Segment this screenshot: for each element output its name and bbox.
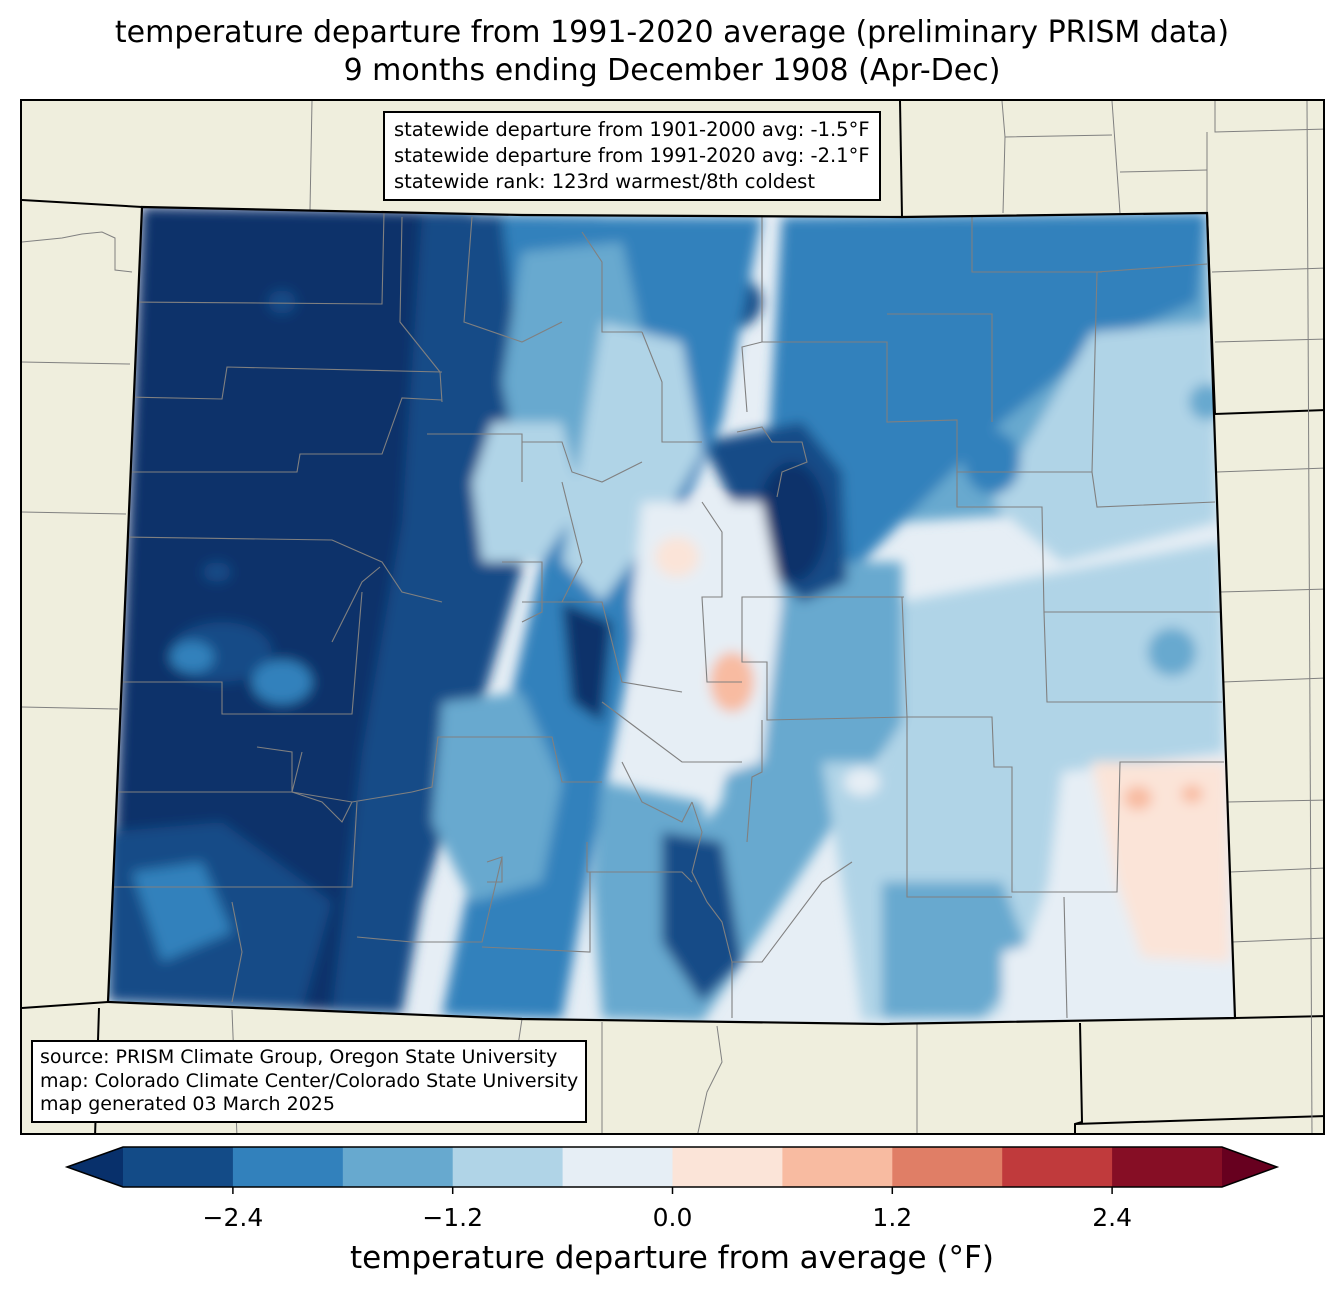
county-lines: [112, 211, 1224, 1019]
colorbar-swatch: [562, 1147, 673, 1187]
colorbar-extend-high: [1222, 1147, 1277, 1187]
colorbar-tick-label: −2.4: [202, 1203, 264, 1232]
stats-departure-1901-2000: statewide departure from 1901-2000 avg: …: [394, 118, 870, 141]
temperature-field: [108, 207, 1235, 1024]
colorbar-extend-low: [67, 1147, 123, 1187]
colorbar-swatch: [232, 1147, 344, 1187]
colorbar-tick-label: −1.2: [422, 1203, 484, 1232]
colorbar-tick-label: 1.2: [872, 1203, 913, 1232]
colorbar-swatch: [1112, 1147, 1223, 1187]
colorbar-swatch: [452, 1147, 564, 1187]
statewide-stats-box: statewide departure from 1901-2000 avg: …: [383, 111, 881, 201]
colorbar-swatch: [782, 1147, 893, 1187]
colorado-state-border: [106, 205, 1237, 1026]
credits-box: source: PRISM Climate Group, Oregon Stat…: [31, 1040, 588, 1123]
colorbar-swatch: [342, 1147, 454, 1187]
colorbar-tick-label: 2.4: [1092, 1203, 1132, 1232]
colorbar-label: temperature departure from average (°F): [350, 1240, 994, 1276]
colorbar-swatch: [1002, 1147, 1113, 1187]
colorbar-swatch: [672, 1147, 783, 1187]
colorbar-swatch: [892, 1147, 1003, 1187]
neighbor-county-lines: [22, 101, 1323, 1133]
colorbar-tick-label: 0.0: [652, 1203, 693, 1232]
credits-map: map: Colorado Climate Center/Colorado St…: [40, 1069, 579, 1092]
colorbar-swatch: [123, 1147, 234, 1187]
colorbar-outline: [64, 1146, 1280, 1188]
colorado-temperature-map: [22, 101, 1323, 1133]
map-panel: [20, 99, 1325, 1135]
colorbar: [64, 1146, 1280, 1194]
stats-departure-1991-2020: statewide departure from 1991-2020 avg: …: [394, 144, 870, 167]
map-subtitle: 9 months ending December 1908 (Apr-Dec): [343, 53, 1001, 88]
credits-date: map generated 03 March 2025: [40, 1093, 335, 1115]
map-title: temperature departure from 1991-2020 ave…: [114, 15, 1230, 50]
stats-rank: statewide rank: 123rd warmest/8th coldes…: [394, 170, 815, 193]
credits-source: source: PRISM Climate Group, Oregon Stat…: [40, 1046, 558, 1068]
